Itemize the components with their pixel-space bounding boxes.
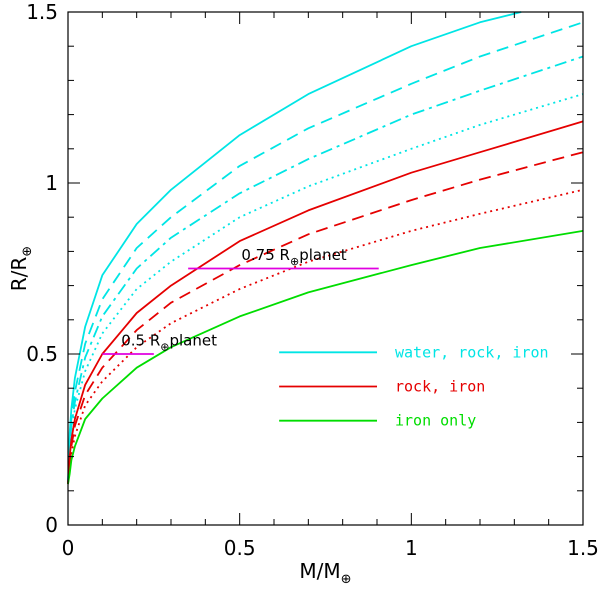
series-rock-iron-2 <box>68 152 583 484</box>
x-tick-label: 0 <box>62 536 75 560</box>
legend-label-2: iron only <box>395 412 476 430</box>
y-axis-label-sub: ⊕ <box>20 246 35 257</box>
y-tick-label: 1 <box>45 171 58 195</box>
series-rock-iron-1 <box>68 121 583 484</box>
y-axis-label: R/R⊕ <box>7 246 35 291</box>
x-axis-label-sub: ⊕ <box>341 572 352 587</box>
half-planet-label-prefix: 0.5 R <box>121 331 160 349</box>
x-tick-label: 1.5 <box>567 536 599 560</box>
three-quarter-planet-label-suffix: planet <box>299 246 347 264</box>
legend: water, rock, iron rock, iron iron only <box>279 343 548 429</box>
y-tick-label: 0 <box>45 513 58 537</box>
x-axis-label: M/M⊕ <box>299 559 351 587</box>
half-planet-label-suffix: planet <box>169 331 217 349</box>
three-quarter-planet-label-sub: ⊕ <box>290 255 299 268</box>
x-tick-label: 0.5 <box>224 536 256 560</box>
y-axis-label-main: R/R <box>7 257 31 292</box>
legend-label-1: rock, iron <box>395 377 485 395</box>
legend-label-0: water, rock, iron <box>395 343 549 361</box>
three-quarter-planet-label-prefix: 0.75 R <box>241 246 290 264</box>
ticks-group: 0 0.5 1 1.5 0 0.5 1 1.5 <box>26 0 599 560</box>
three-quarter-planet-label: 0.75 R⊕planet <box>241 246 346 268</box>
y-tick-label: 1.5 <box>26 0 58 24</box>
x-axis-label-main: M/M <box>299 559 340 583</box>
half-planet-label: 0.5 R⊕planet <box>121 331 217 353</box>
mass-radius-chart: 0.5 R⊕planet0.75 R⊕planet water, rock, i… <box>0 0 600 590</box>
x-tick-label: 1 <box>405 536 418 560</box>
half-planet-label-sub: ⊕ <box>160 340 169 353</box>
y-tick-label: 0.5 <box>26 342 58 366</box>
